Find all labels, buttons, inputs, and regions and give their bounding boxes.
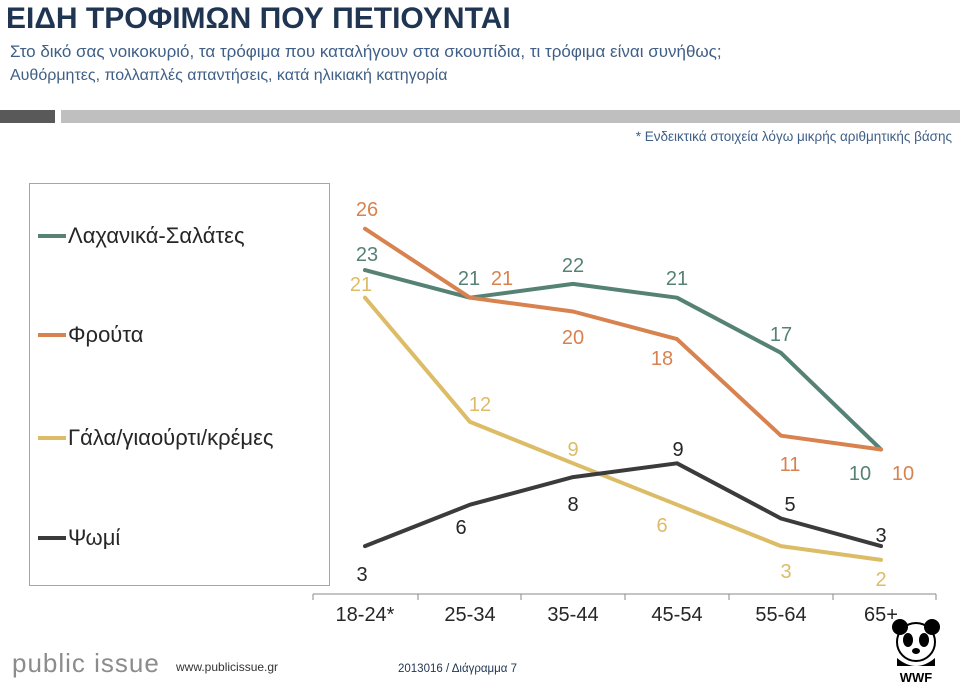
legend-label: Ψωμί (68, 525, 121, 550)
wwf-panda-logo: WWF (892, 619, 940, 684)
legend-swatch-bread (38, 536, 66, 540)
series-line-dairy (363, 295, 883, 562)
data-label-vegetables: 22 (562, 255, 584, 277)
data-label-fruits: 10 (892, 463, 914, 485)
header-divider-light (61, 110, 960, 123)
footnote: * Ενδεικτικά στοιχεία λόγω μικρής αριθμη… (635, 129, 952, 144)
data-label-dairy: 3 (780, 561, 791, 583)
x-tick-label: 65+ (864, 604, 898, 626)
legend-item-bread: Ψωμί (38, 525, 121, 550)
data-label-bread: 3 (356, 564, 367, 586)
chart-code: 2013016 / Διάγραμμα 7 (398, 663, 518, 675)
x-tick-label: 55-64 (755, 604, 806, 626)
legend-item-vegetables: Λαχανικά-Σαλάτες (38, 223, 245, 248)
footer-url[interactable]: www.publicissue.gr (176, 660, 279, 674)
data-label-vegetables: 23 (356, 244, 378, 266)
data-label-fruits: 21 (491, 268, 513, 290)
legend-label: Φρούτα (68, 322, 144, 347)
data-label-vegetables: 21 (666, 268, 688, 290)
legend-swatch-vegetables (38, 234, 66, 238)
chart-legend: Λαχανικά-Σαλάτες Φρούτα Γάλα/γιαούρτι/κρ… (29, 183, 330, 586)
header-divider-dark (0, 110, 55, 123)
series-line-fruits (363, 226, 883, 452)
x-tick-label: 25-34 (444, 604, 495, 626)
legend-swatch-dairy (38, 436, 66, 440)
data-label-fruits: 20 (562, 327, 584, 349)
x-tick-label: 35-44 (547, 604, 598, 626)
x-tick-label: 18-24* (336, 604, 395, 626)
data-label-dairy: 12 (469, 394, 491, 416)
data-label-bread: 8 (567, 494, 578, 516)
data-label-vegetables: 21 (458, 268, 480, 290)
legend-label: Λαχανικά-Σαλάτες (68, 223, 245, 248)
data-label-fruits: 26 (356, 199, 378, 221)
legend-item-fruits: Φρούτα (38, 322, 144, 347)
data-label-dairy: 9 (567, 439, 578, 461)
data-label-dairy: 21 (350, 274, 372, 296)
legend-item-dairy: Γάλα/γιαούρτι/κρέμες (38, 425, 274, 450)
data-label-bread: 6 (455, 517, 466, 539)
data-label-vegetables: 10 (849, 463, 871, 485)
data-label-bread: 5 (784, 494, 795, 516)
data-label-bread: 3 (875, 525, 886, 547)
publicissue-logo: public issue (12, 648, 160, 678)
data-label-fruits: 11 (780, 454, 801, 476)
x-tick-label: 45-54 (651, 604, 702, 626)
wwf-text: WWF (900, 670, 933, 684)
survey-question: Στο δικό σας νοικοκυριό, τα τρόφιμα που … (10, 42, 722, 61)
series-line-bread (363, 461, 883, 549)
data-label-vegetables: 17 (770, 324, 792, 346)
data-label-dairy: 6 (656, 515, 667, 537)
data-label-fruits: 18 (651, 348, 673, 370)
legend-label: Γάλα/γιαούρτι/κρέμες (68, 425, 274, 450)
page-title: ΕΙΔΗ ΤΡΟΦΙΜΩΝ ΠΟΥ ΠΕΤΙΟΥΝΤΑΙ (6, 2, 511, 35)
series-line-vegetables (363, 268, 883, 452)
survey-method: Αυθόρμητες, πολλαπλές απαντήσεις, κατά η… (10, 67, 448, 84)
data-label-dairy: 2 (875, 569, 886, 591)
data-label-bread: 9 (672, 439, 683, 461)
legend-swatch-fruits (38, 333, 66, 337)
